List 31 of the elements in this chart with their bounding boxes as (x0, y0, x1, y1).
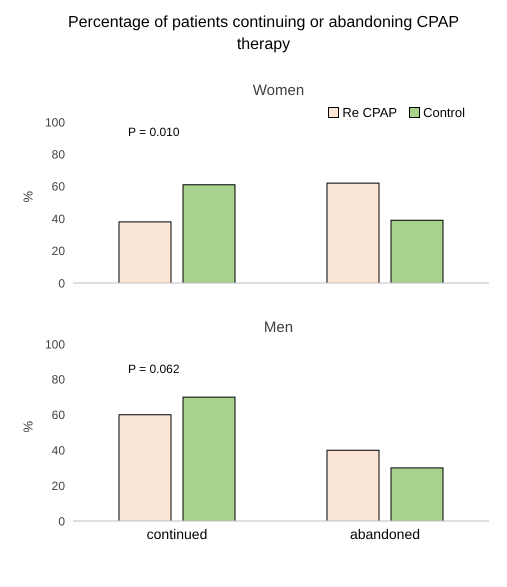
y-tick-label: 100 (44, 337, 66, 352)
y-axis-title: % (20, 420, 36, 432)
y-tick-label: 60 (52, 408, 66, 422)
y-tick-label: 0 (58, 276, 66, 290)
chart-title: Percentage of patients continuing or abandoning CPAP therapy (66, 13, 460, 55)
bar (390, 220, 444, 283)
chart-subtitle: Women (252, 82, 306, 99)
y-tick-label: 60 (52, 180, 66, 194)
x-tick-label: continued (146, 526, 208, 542)
bar (118, 414, 172, 521)
bar (390, 467, 444, 521)
bar (326, 450, 380, 521)
y-tick-label: 40 (52, 443, 66, 458)
x-tick-label: abandoned (350, 526, 420, 542)
y-tick-label: 20 (52, 478, 66, 493)
legend-label: Re CPAP (342, 105, 398, 120)
bar (326, 182, 380, 283)
y-tick-label: 40 (52, 212, 66, 226)
y-tick-label: 20 (52, 244, 66, 258)
annotation: P = 0.010 (128, 125, 180, 139)
bar (182, 184, 236, 283)
annotation: P = 0.062 (128, 362, 180, 376)
y-tick-label: 80 (52, 372, 66, 387)
bar (182, 396, 236, 521)
y-tick-label: 0 (58, 514, 66, 528)
legend-label: Control (423, 105, 465, 120)
y-tick-label: 80 (52, 147, 66, 162)
chart-title: Men (262, 319, 294, 336)
bar (118, 221, 172, 283)
y-axis-title: % (20, 190, 36, 202)
y-tick-label: 100 (44, 115, 66, 130)
